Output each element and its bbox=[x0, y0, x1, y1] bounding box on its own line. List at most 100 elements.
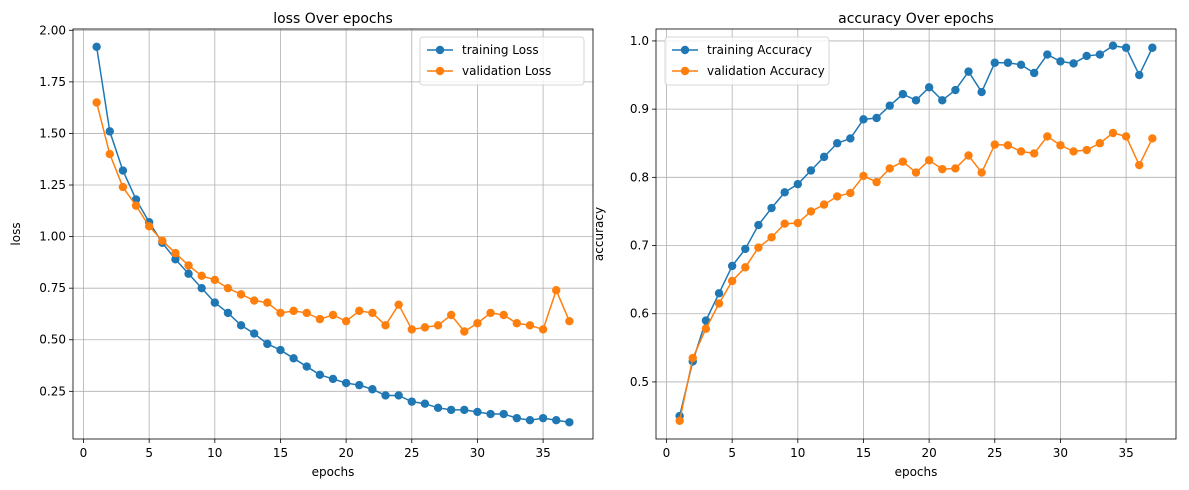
training-accuracy-point bbox=[806, 166, 816, 175]
training-loss-point bbox=[341, 378, 351, 388]
validation-loss-point bbox=[565, 316, 574, 326]
validation-loss-point bbox=[538, 325, 548, 334]
validation-accuracy-point bbox=[964, 151, 973, 160]
chart-title: loss Over epochs bbox=[273, 11, 393, 27]
validation-loss-point bbox=[250, 296, 259, 305]
validation-accuracy-point bbox=[819, 200, 829, 209]
training-loss-point bbox=[407, 397, 416, 406]
validation-loss-point bbox=[486, 308, 495, 318]
training-loss-point bbox=[276, 345, 285, 355]
validation-accuracy-point bbox=[1029, 149, 1039, 158]
validation-loss-point bbox=[315, 314, 325, 324]
accuracy-chart: 0 5 10 15 20 25 30 35 0.5 0.6 0.7 0.8 0.9 1.0 accuracy… bbox=[592, 11, 1177, 479]
validation-loss-point bbox=[105, 149, 114, 159]
training-loss-point bbox=[118, 166, 128, 175]
training-accuracy-point bbox=[1003, 58, 1013, 67]
y-tick-label: 0.7 bbox=[630, 239, 649, 253]
validation-accuracy-point bbox=[780, 219, 789, 228]
training-accuracy-point bbox=[964, 67, 973, 76]
x-axis-label: epochs bbox=[312, 465, 355, 479]
training-loss-point bbox=[499, 409, 508, 419]
training-accuracy-point bbox=[938, 96, 947, 105]
validation-loss-point bbox=[131, 201, 141, 210]
validation-accuracy-point bbox=[1095, 139, 1105, 148]
training-loss-point bbox=[289, 354, 298, 363]
legend: training Accuracy validation Accuracy bbox=[664, 36, 830, 86]
training-loss-point bbox=[538, 413, 548, 423]
x-tick-label: 0 bbox=[663, 446, 671, 460]
validation-loss-point bbox=[328, 310, 338, 320]
training-accuracy-point bbox=[1095, 50, 1105, 59]
validation-accuracy-point bbox=[1135, 160, 1144, 170]
x-tick-label: 35 bbox=[1118, 446, 1133, 460]
y-axis-label: loss bbox=[9, 222, 23, 245]
axes-frame bbox=[655, 28, 1177, 440]
training-accuracy-point bbox=[741, 244, 750, 254]
validation-accuracy-point bbox=[688, 353, 697, 363]
training-accuracy-point bbox=[990, 58, 999, 67]
x-tick-label: 20 bbox=[338, 446, 353, 460]
training-accuracy-point bbox=[833, 139, 842, 148]
validation-loss-legend-marker bbox=[435, 66, 445, 76]
validation-loss-point bbox=[289, 306, 298, 316]
validation-accuracy-point bbox=[1148, 134, 1157, 143]
training-loss-point bbox=[552, 416, 561, 425]
validation-accuracy-point bbox=[898, 157, 908, 166]
legend-box bbox=[664, 36, 830, 86]
validation-loss-point bbox=[158, 236, 167, 245]
validation-loss-point bbox=[473, 319, 482, 328]
training-loss-legend-marker bbox=[435, 45, 445, 55]
validation-accuracy-point bbox=[859, 171, 868, 181]
validation-accuracy-point bbox=[833, 192, 842, 201]
training-accuracy-point bbox=[1069, 59, 1078, 68]
training-loss-point bbox=[512, 413, 522, 423]
validation-loss-point bbox=[525, 321, 535, 330]
validation-loss-point bbox=[420, 323, 430, 332]
training-loss-point bbox=[171, 255, 180, 264]
validation-loss-point bbox=[341, 316, 351, 326]
training-loss-point bbox=[433, 403, 443, 413]
training-loss-point bbox=[473, 407, 482, 417]
y-tick-label: 1.00 bbox=[39, 230, 66, 244]
training-loss-point bbox=[394, 391, 403, 400]
training-accuracy-point bbox=[1029, 68, 1039, 78]
x-tick-label: 10 bbox=[790, 446, 805, 460]
y-tick-label: 0.9 bbox=[630, 102, 649, 116]
validation-loss-point bbox=[197, 271, 206, 280]
training-loss-point bbox=[263, 339, 272, 349]
training-accuracy-point bbox=[714, 289, 724, 298]
y-tick-label: 1.75 bbox=[39, 75, 66, 89]
validation-accuracy-point bbox=[1121, 132, 1131, 141]
validation-loss-legend-label: validation Loss bbox=[462, 64, 551, 78]
training-loss-line bbox=[95, 46, 570, 424]
validation-accuracy-point bbox=[1043, 132, 1052, 141]
training-loss-point bbox=[184, 269, 193, 278]
training-accuracy-point bbox=[911, 96, 921, 105]
training-loss-point bbox=[223, 308, 233, 318]
training-accuracy-point bbox=[951, 85, 960, 95]
validation-accuracy-point bbox=[846, 188, 855, 198]
validation-loss-point bbox=[433, 321, 443, 330]
validation-accuracy-point bbox=[938, 164, 947, 174]
validation-loss-point bbox=[368, 308, 377, 318]
validation-loss-point bbox=[302, 308, 311, 318]
training-accuracy-point bbox=[767, 203, 776, 213]
y-tick-label: 1.50 bbox=[39, 126, 66, 140]
x-tick-label: 20 bbox=[921, 446, 936, 460]
training-accuracy-point bbox=[846, 134, 855, 143]
x-tick-label: 30 bbox=[470, 446, 485, 460]
validation-loss-point bbox=[446, 310, 456, 320]
training-loss-point bbox=[315, 370, 325, 380]
training-accuracy-point bbox=[872, 113, 881, 123]
validation-loss-line bbox=[95, 102, 571, 333]
validation-accuracy-legend-marker bbox=[680, 66, 690, 76]
validation-loss-point bbox=[512, 319, 522, 328]
validation-accuracy-point bbox=[1082, 145, 1091, 155]
x-tick-label: 0 bbox=[80, 446, 88, 460]
y-axis-label: accuracy bbox=[592, 207, 606, 261]
training-accuracy-point bbox=[780, 188, 789, 197]
x-tick-label: 10 bbox=[207, 446, 222, 460]
legend-box bbox=[419, 36, 585, 86]
x-tick-label: 15 bbox=[856, 446, 871, 460]
training-loss-point bbox=[197, 283, 206, 293]
